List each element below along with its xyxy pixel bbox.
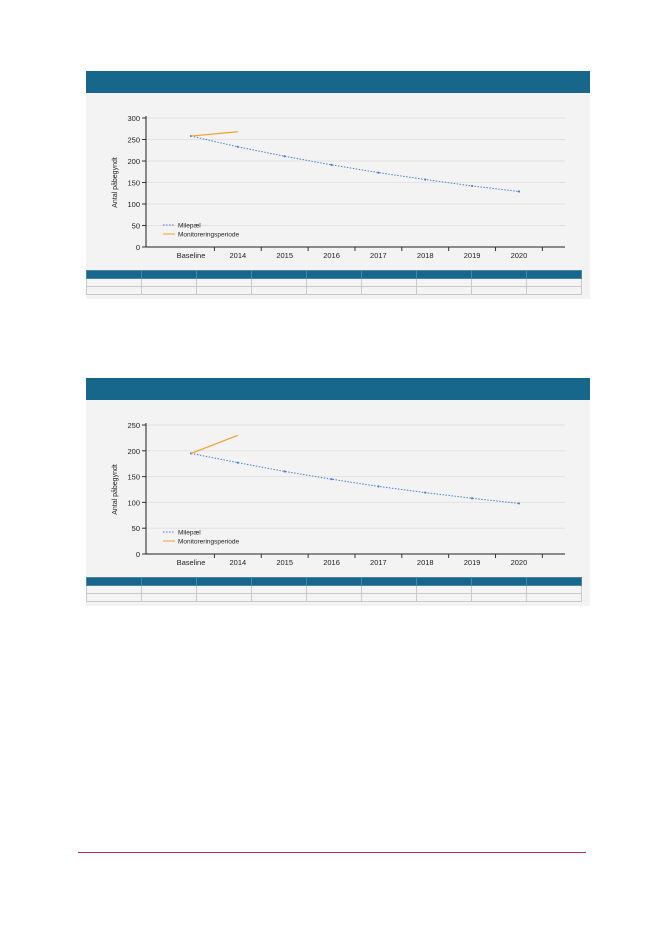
y-tick-label: 250	[127, 136, 140, 145]
x-tick-label: 2020	[511, 558, 528, 567]
legend-label: Monitoreringsperiode	[178, 232, 239, 239]
y-tick-label: 150	[127, 179, 140, 188]
x-tick-label: 2014	[230, 251, 247, 260]
data-point	[424, 178, 427, 181]
x-tick-label: 2014	[230, 558, 247, 567]
panel-header	[86, 378, 590, 400]
line-chart-1: 0 50 100 150 200 250 300 Baseline 2014 2015 2016 20…	[111, 114, 565, 260]
data-point	[377, 485, 380, 488]
panel-header	[86, 71, 590, 93]
legend-label: Monitoreringsperiode	[178, 539, 239, 546]
data-point	[330, 478, 333, 481]
data-table-1	[86, 270, 582, 295]
x-tick-label: 2020	[511, 251, 528, 260]
chart-panel-2: 0 50 100 150 200 250 Baseline 2014 2015 2016 2017 2…	[86, 378, 590, 606]
data-point	[517, 190, 521, 193]
x-tick-label: 2017	[370, 251, 387, 260]
data-point	[236, 461, 239, 464]
data-point	[236, 145, 239, 148]
table-row	[86, 286, 582, 295]
data-point	[424, 491, 427, 494]
data-point	[377, 171, 380, 174]
x-tick-label: 2015	[276, 251, 293, 260]
series-line-0	[190, 452, 520, 504]
x-tick-label: 2019	[464, 558, 481, 567]
series-line-1	[190, 131, 238, 137]
chart-panel-1: 0 50 100 150 200 250 300 Baseline 2014 2015 2016 20…	[86, 71, 590, 299]
data-point	[330, 163, 333, 166]
footer-rule	[78, 852, 586, 853]
table-row	[86, 593, 582, 602]
x-tick-label: 2019	[464, 251, 481, 260]
x-tick-label: 2018	[417, 558, 434, 567]
data-point	[471, 497, 474, 500]
x-tick-label: 2015	[276, 558, 293, 567]
y-tick-label: 250	[127, 421, 140, 430]
data-point	[471, 184, 474, 188]
table-row	[86, 278, 582, 287]
y-tick-label: 100	[127, 200, 140, 209]
data-table-2	[86, 577, 582, 602]
y-tick-label: 100	[127, 498, 140, 507]
data-point	[517, 502, 521, 505]
x-tick-label: 2016	[323, 251, 340, 260]
y-tick-label: 50	[132, 222, 140, 231]
table-row	[86, 585, 582, 594]
y-tick-label: 200	[127, 157, 140, 166]
series-line-1	[190, 434, 239, 454]
x-tick-label: 2017	[370, 558, 387, 567]
legend-label: Milepæl	[178, 530, 201, 537]
legend-label: Milepæl	[178, 223, 201, 230]
x-tick-label: 2018	[417, 251, 434, 260]
table-header-row	[86, 270, 582, 279]
y-tick-label: 0	[136, 243, 140, 252]
data-point	[283, 470, 286, 473]
line-chart-2: 0 50 100 150 200 250 Baseline 2014 2015 2016 2017 2…	[111, 421, 565, 567]
table-header-row	[86, 577, 582, 586]
x-tick-label: 2016	[323, 558, 340, 567]
data-point	[283, 155, 286, 158]
y-tick-label: 200	[127, 447, 140, 456]
x-tick-label: Baseline	[177, 558, 206, 567]
series-line-0	[190, 135, 520, 193]
y-tick-label: 50	[132, 524, 140, 533]
y-tick-label: 300	[127, 114, 140, 123]
y-axis-label: Antal påbegyndt	[111, 157, 119, 208]
y-axis-label: Antal påbegyndt	[111, 464, 119, 515]
y-tick-label: 0	[136, 550, 140, 559]
y-tick-label: 150	[127, 473, 140, 482]
x-tick-label: Baseline	[177, 251, 206, 260]
